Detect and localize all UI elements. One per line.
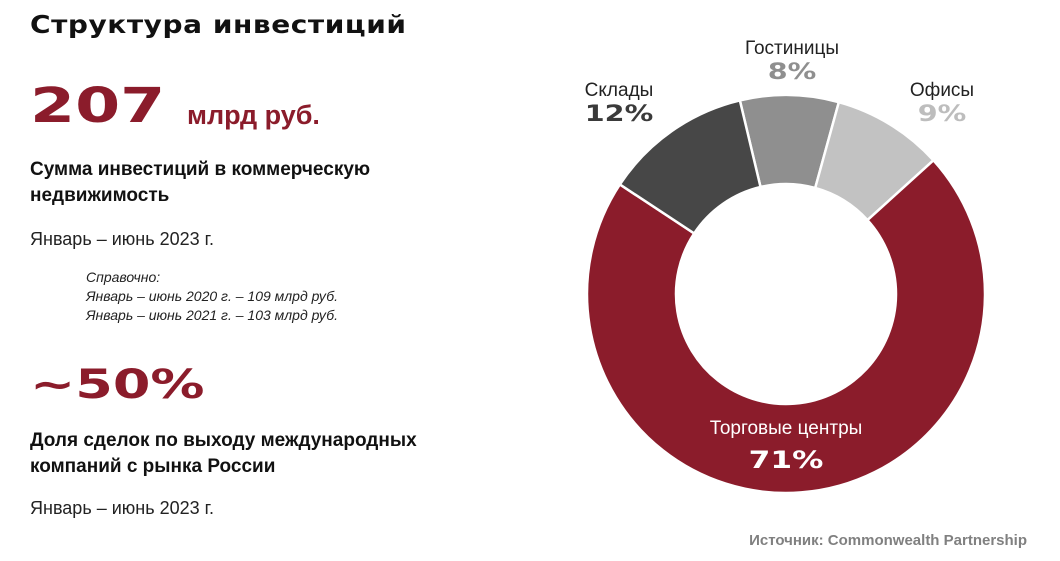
source-note: Источник: Commonwealth Partnership	[749, 532, 1027, 549]
donut-slice-Торговые центры	[585, 158, 987, 495]
slice-pct-malls: 71%	[748, 446, 824, 474]
exit-share-description: Доля сделок по выходу международных комп…	[30, 428, 417, 480]
slice-pct-warehouses: 12%	[584, 102, 654, 127]
desc-line: недвижимость	[30, 185, 170, 206]
reference-note: Справочно: Январь – июнь 2020 г. – 109 м…	[86, 268, 338, 325]
desc-line: Доля сделок по выходу международных	[30, 430, 417, 451]
ref-line: Январь – июнь 2021 г. – 103 млрд руб.	[86, 307, 338, 323]
exit-share-period: Январь – июнь 2023 г.	[30, 498, 214, 518]
slice-pct-offices: 9%	[917, 102, 967, 127]
investment-total-value: 207	[30, 78, 166, 134]
ref-title: Справочно:	[86, 269, 161, 285]
page-title: Структура инвестиций	[30, 10, 407, 39]
investment-description: Сумма инвестиций в коммерческую недвижим…	[30, 157, 370, 209]
desc-line: компаний с рынка России	[30, 456, 276, 477]
slice-label-warehouses: Склады	[584, 80, 654, 101]
donut-slice-Склады	[618, 98, 763, 236]
investment-total-unit: млрд руб.	[187, 100, 320, 130]
ref-line: Январь – июнь 2020 г. – 109 млрд руб.	[86, 288, 338, 304]
slice-pct-hotels: 8%	[767, 60, 817, 85]
slice-label-hotels: Гостиницы	[744, 38, 840, 59]
desc-line: Сумма инвестиций в коммерческую	[30, 159, 371, 180]
exit-share-value: ~50%	[30, 362, 205, 408]
investment-period: Январь – июнь 2023 г.	[30, 229, 214, 249]
slice-label-malls: Торговые центры	[709, 418, 863, 439]
slice-label-offices: Офисы	[909, 80, 975, 101]
